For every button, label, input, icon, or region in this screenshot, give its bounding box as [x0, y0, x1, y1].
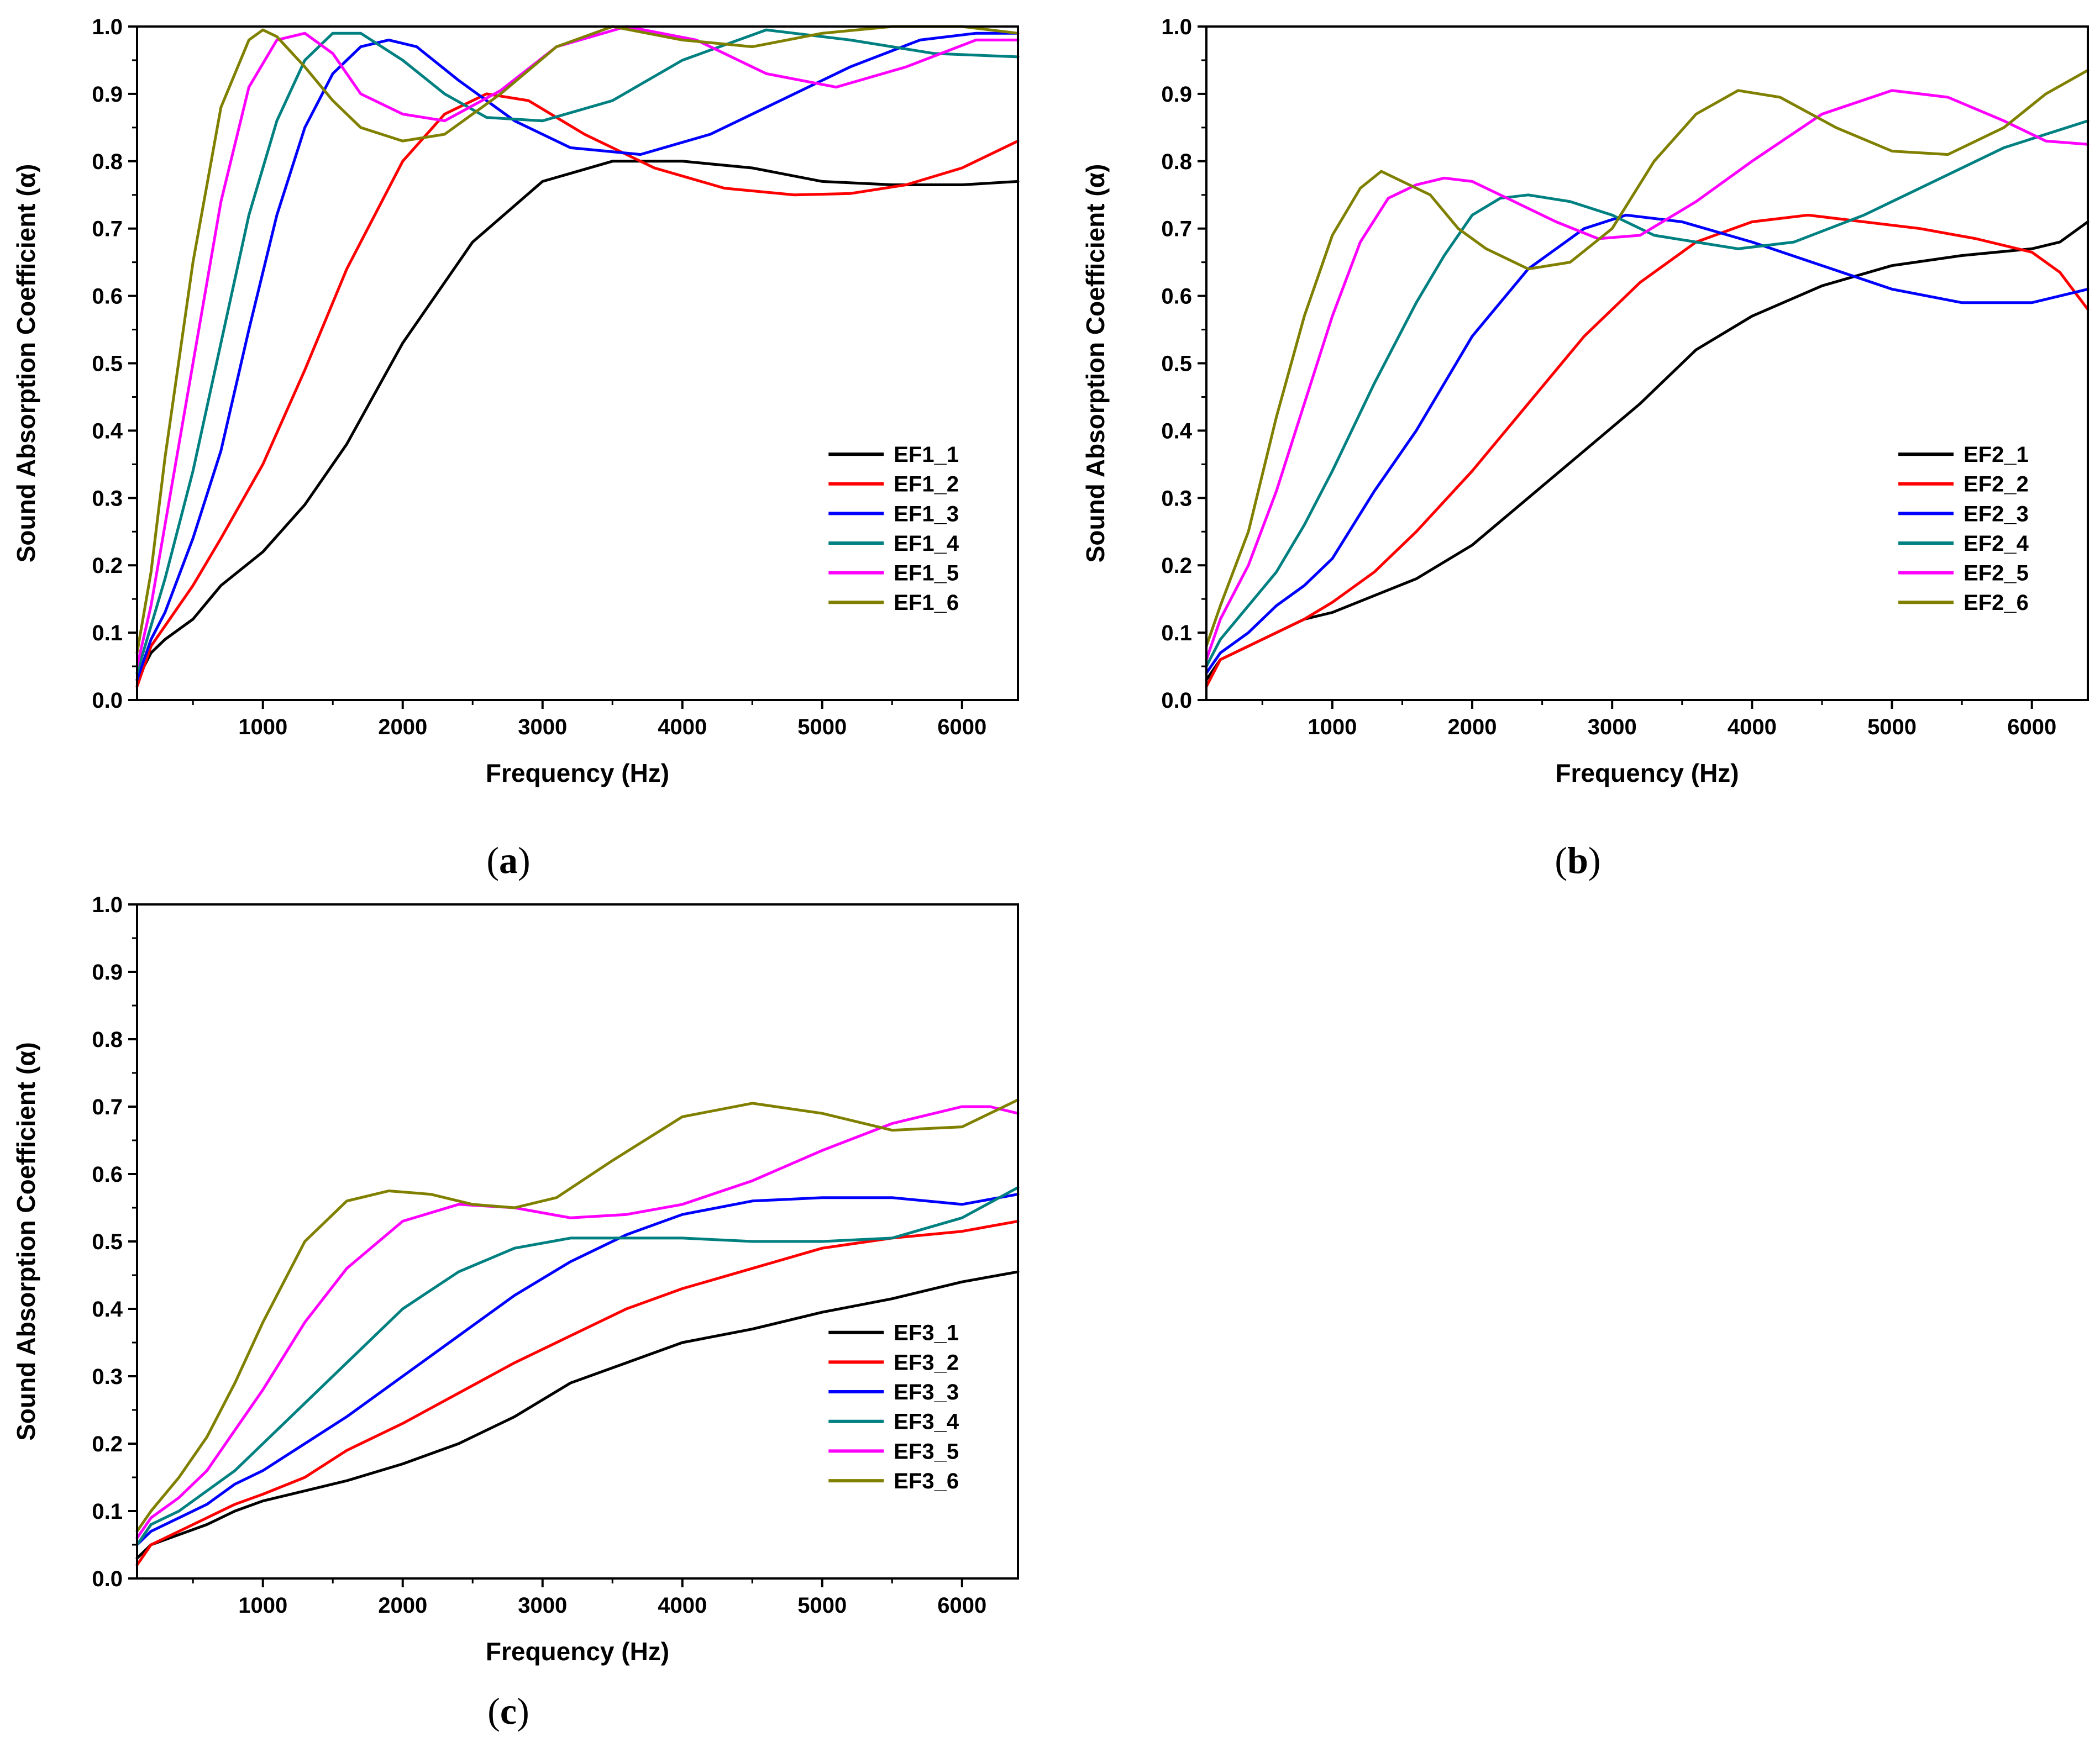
x-tick-label: 6000 [937, 1593, 986, 1618]
series-line-ef1-6 [135, 25, 1020, 655]
y-tick-label: 0.2 [92, 554, 123, 578]
y-tick-label: 0.5 [92, 1230, 123, 1254]
y-tick-label: 0.4 [1161, 419, 1192, 443]
x-tick-label: 1000 [238, 715, 287, 739]
legend-label: EF1_6 [894, 591, 959, 615]
y-tick-label: 0.6 [92, 1162, 123, 1187]
y-tick-label: 0.0 [1161, 688, 1192, 713]
y-tick-label: 0.5 [92, 352, 123, 376]
series-line-ef1-1 [135, 160, 1020, 681]
y-tick-label: 0.1 [92, 1499, 123, 1524]
x-tick-label: 5000 [797, 715, 847, 739]
x-tick-label: 4000 [658, 715, 707, 739]
y-tick-label: 0.4 [92, 1297, 123, 1322]
x-tick-label: 3000 [518, 715, 567, 739]
series-line-ef3-3 [135, 1193, 1020, 1546]
y-tick-label: 0.5 [1161, 352, 1192, 376]
x-axis-title: Frequency (Hz) [1555, 759, 1739, 787]
y-tick-label: 0.7 [92, 1095, 123, 1119]
y-tick-label: 0.3 [92, 486, 123, 511]
legend-label: EF3_2 [894, 1350, 959, 1375]
y-tick-label: 0.8 [1161, 150, 1192, 174]
legend-label: EF3_6 [894, 1469, 959, 1493]
panel-label-b: (b) [1555, 839, 1600, 881]
y-tick-label: 0.0 [92, 1567, 123, 1591]
legend-label: EF1_5 [894, 561, 959, 586]
x-tick-label: 5000 [1867, 715, 1917, 739]
y-tick-label: 1.0 [92, 15, 123, 39]
legend-label: EF3_4 [894, 1410, 959, 1434]
x-tick-label: 1000 [238, 1593, 287, 1618]
series-line-ef3-6 [135, 1098, 1020, 1533]
y-tick-label: 0.1 [92, 621, 123, 645]
x-tick-label: 6000 [937, 715, 986, 739]
series-line-ef2-4 [1205, 119, 2090, 668]
panel-label-c: (c) [487, 1690, 529, 1732]
y-tick-label: 0.4 [92, 419, 123, 443]
x-axis-title: Frequency (Hz) [486, 1637, 669, 1666]
series-line-ef2-5 [1205, 89, 2090, 661]
legend-label: EF1_1 [894, 443, 959, 467]
y-axis-title: Sound Absorption Coefficient (α) [12, 1042, 40, 1441]
legend-label: EF1_4 [894, 531, 959, 556]
x-tick-label: 2000 [378, 1593, 427, 1618]
legend-label: EF3_5 [894, 1439, 959, 1464]
x-tick-label: 2000 [1448, 715, 1497, 739]
y-axis-title: Sound Absorption Coefficient (α) [1081, 164, 1110, 563]
x-tick-label: 3000 [518, 1593, 567, 1618]
y-tick-label: 0.6 [92, 285, 123, 309]
y-tick-label: 0.3 [92, 1365, 123, 1389]
y-tick-label: 0.0 [92, 688, 123, 713]
y-tick-label: 0.6 [1161, 285, 1192, 309]
x-tick-label: 5000 [797, 1593, 847, 1618]
legend-label: EF1_2 [894, 472, 959, 497]
series-line-ef1-2 [135, 92, 1020, 688]
series-line-ef2-6 [1205, 69, 2090, 648]
x-tick-label: 3000 [1588, 715, 1637, 739]
series-line-ef1-5 [135, 25, 1020, 668]
x-tick-label: 1000 [1308, 715, 1357, 739]
series-line-ef3-2 [135, 1219, 1020, 1567]
legend-label: EF1_3 [894, 502, 959, 526]
y-tick-label: 0.3 [1161, 486, 1192, 511]
legend-label: EF2_5 [1964, 561, 2029, 586]
chart-b: 0.0 0.1 0.2 0.3 0.4 0.5 0.6 0.7 0.8 0.9 1.0 1000 200… [1081, 15, 2090, 787]
x-tick-label: 4000 [658, 1593, 707, 1618]
chart-a: 0.0 0.1 0.2 0.3 0.4 0.5 0.6 0.7 0.8 0.9 1.0 1000 200… [12, 15, 1020, 787]
legend-label: EF2_3 [1964, 502, 2029, 526]
legend-label: EF2_4 [1964, 531, 2029, 556]
x-tick-label: 4000 [1728, 715, 1777, 739]
legend-label: EF3_3 [894, 1380, 959, 1404]
x-axis-title: Frequency (Hz) [486, 759, 669, 787]
series-line-ef1-4 [135, 28, 1020, 675]
y-tick-label: 0.8 [92, 150, 123, 174]
chart-c: 0.0 0.1 0.2 0.3 0.4 0.5 0.6 0.7 0.8 0.9 1.0 1000 200… [12, 893, 1020, 1666]
y-tick-label: 0.9 [92, 960, 123, 985]
y-tick-label: 0.8 [92, 1028, 123, 1052]
y-tick-label: 0.1 [1161, 621, 1192, 645]
y-tick-label: 1.0 [1161, 15, 1192, 39]
y-tick-label: 0.9 [92, 82, 123, 107]
y-tick-label: 0.7 [92, 217, 123, 241]
y-tick-label: 0.9 [1161, 82, 1192, 107]
y-tick-label: 0.2 [92, 1432, 123, 1456]
legend-label: EF3_1 [894, 1321, 959, 1345]
y-tick-label: 0.2 [1161, 554, 1192, 578]
series-line-ef3-1 [135, 1270, 1020, 1560]
legend-label: EF2_2 [1964, 472, 2029, 497]
x-tick-label: 2000 [378, 715, 427, 739]
panel-label-a: (a) [486, 839, 530, 881]
y-tick-label: 1.0 [92, 893, 123, 917]
series-line-ef2-2 [1205, 213, 2090, 688]
y-tick-label: 0.7 [1161, 217, 1192, 241]
legend-label: EF2_1 [1964, 443, 2029, 467]
y-axis-title: Sound Absorption Coefficient (α) [12, 164, 40, 563]
series-line-ef3-4 [135, 1186, 1020, 1546]
x-tick-label: 6000 [2007, 715, 2056, 739]
legend-label: EF2_6 [1964, 591, 2029, 615]
